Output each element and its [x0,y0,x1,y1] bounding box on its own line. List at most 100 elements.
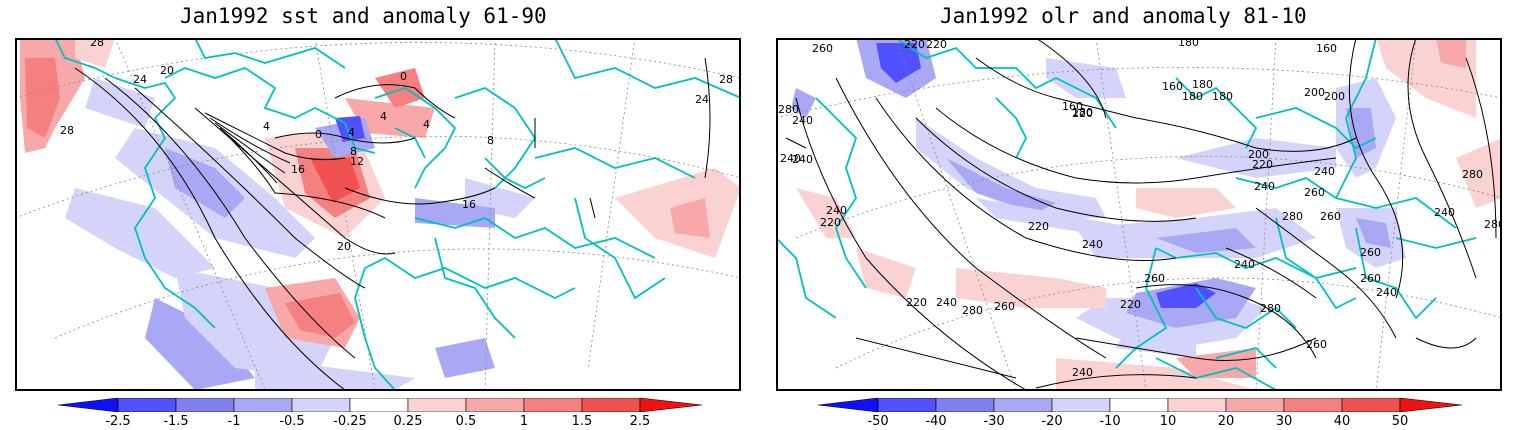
colorbar-cell [117,398,177,412]
contour-label: 260 [1360,272,1381,285]
colorbar-label: -1.5 [163,414,189,429]
colorbar-label: -20 [1041,414,1063,429]
contour-label: 160 [1062,100,1083,113]
contour-label: 8 [487,134,494,147]
contour-label: 4 [380,110,387,123]
contour-label: 260 [1144,272,1165,285]
colorbar-label: -2.5 [105,414,131,429]
colorbar-cell [935,398,995,412]
contour-label: 240 [1434,206,1455,219]
contour-label: 280 [1260,302,1281,315]
contour-label: 180 [1192,78,1213,91]
colorbar-cell [233,398,293,412]
contour-label: 280 [962,304,983,317]
contour-label: 240 [1254,180,1275,193]
sst-map-title: Jan1992 sst and anomaly 61-90 [180,4,547,28]
contour-label: 0 [315,128,322,141]
contour-label: 240 [1234,258,1255,271]
contour-label: 180 [1072,106,1093,119]
olr-map-frame [776,38,1502,391]
sst-coastlines [54,38,741,390]
contour-label: 28 [719,73,733,86]
colorbar-cell [1167,398,1227,412]
contour-label: 4 [423,118,430,131]
contour-label: 200 [1248,148,1269,161]
colorbar-cell [291,398,351,412]
contour-label: 24 [695,93,709,106]
colorbar-cell [1341,398,1401,412]
colorbar-label: 0.25 [393,414,423,429]
colorbar-cell [1225,398,1285,412]
contour-label: 200 [1304,86,1325,99]
colorbar-label: 1 [519,414,529,429]
contour-label: 160 [1316,42,1337,55]
olr-coastlines [776,38,1477,390]
colorbar-label: 30 [1275,414,1293,429]
contour-label: 4 [263,120,270,133]
contour-label: 220 [906,296,927,309]
colorbar-cell [349,398,409,412]
colorbar-label: 2.5 [629,414,651,429]
olr-contour-labels: 260 220 220 180 160 280 240 160 180 180 … [778,38,1502,379]
colorbar-cell [877,398,937,412]
colorbar-cell [993,398,1053,412]
contour-label: 180 [1212,90,1233,103]
contour-label: 240 [1082,238,1103,251]
contour-label: 260 [1360,246,1381,259]
colorbar-label: -40 [925,414,947,429]
colorbar-cell [581,398,641,412]
contour-label: 240 [936,296,957,309]
colorbar-label: -50 [867,414,889,429]
contour-label: 20 [337,240,351,253]
olr-graticule [776,38,1502,390]
colorbar-label: 0.5 [455,414,477,429]
contour-label: 200 [1324,90,1345,103]
colorbar-label: 40 [1333,414,1351,429]
colorbar-label: -0.25 [333,414,367,429]
colorbar-cell [639,398,702,412]
contour-label: 280 [1462,168,1483,181]
contour-label: 280 [1484,218,1502,231]
contour-label: 260 [1306,338,1327,351]
contour-label: 220 [1028,220,1049,233]
olr-anomaly-shading [791,38,1502,390]
colorbar-label: 20 [1217,414,1235,429]
contour-label: 280 [1282,210,1303,223]
colorbar-cell [407,398,467,412]
colorbar-label: 1.5 [571,414,593,429]
colorbar-cell [465,398,525,412]
contour-label: 240 [792,153,813,166]
contour-label: 220 [926,38,947,51]
contour-label: 220 [1072,107,1093,120]
colorbar-cell [1283,398,1343,412]
sst-graticule [15,38,741,390]
contour-label: 28 [90,38,104,49]
olr-map-title: Jan1992 olr and anomaly 81-10 [940,4,1307,28]
contour-label: 0 [400,70,407,83]
contour-label: 220 [1120,298,1141,311]
contour-label: 180 [1178,38,1199,49]
contour-label: 12 [350,155,364,168]
contour-label: 260 [1320,210,1341,223]
contour-label: 180 [1182,90,1203,103]
sst-colorbar: -2.5 -1.5 -1 -0.5 -0.25 0.25 0.5 1 1.5 2… [58,398,702,430]
contour-label: 4 [348,126,355,139]
contour-label: 240 [826,204,847,217]
contour-label: 240 [1314,165,1335,178]
contour-label: 20 [160,64,174,77]
colorbar-cell [58,398,119,412]
colorbar-cell [523,398,583,412]
olr-anomaly-map: 260 220 220 180 160 280 240 160 180 180 … [776,38,1502,392]
contour-label: 16 [462,198,476,211]
contour-label: 240 [780,152,801,165]
sst-contours [74,57,711,390]
contour-label: 260 [994,300,1015,313]
sst-anomaly-map: 28 24 20 28 0 4 0 4 4 4 8 12 16 8 16 20 … [15,38,741,392]
contour-label: 220 [904,38,925,51]
colorbar-label: 10 [1159,414,1177,429]
contour-label: 260 [812,42,833,55]
contour-label: 260 [1304,186,1325,199]
contour-label: 24 [133,73,147,86]
colorbar-label: -30 [983,414,1005,429]
contour-label: 240 [1072,366,1093,379]
